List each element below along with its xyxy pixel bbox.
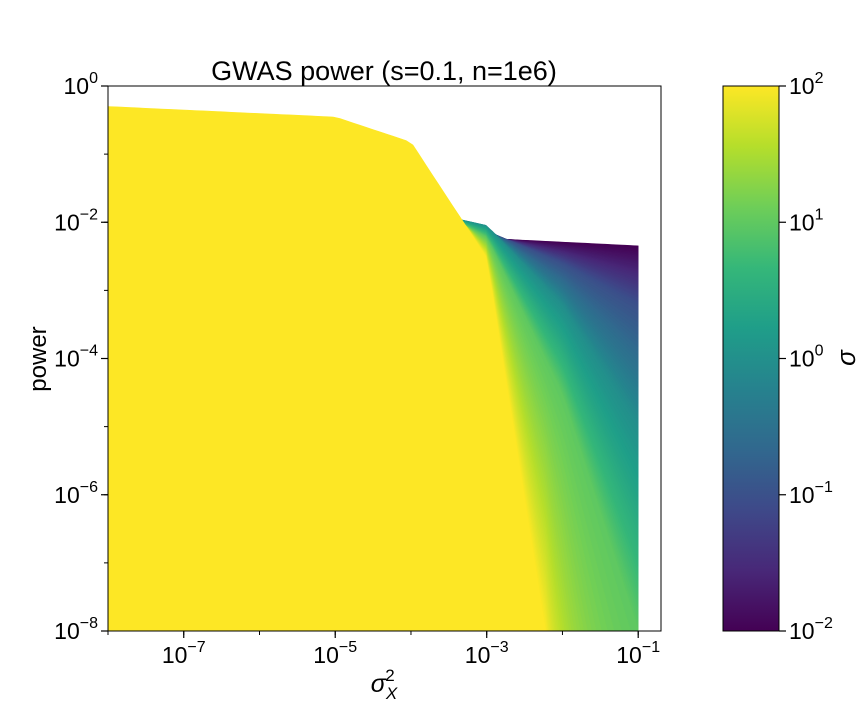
tick-label-exponent: −2 (80, 206, 98, 223)
tick-label: 10−3 (465, 639, 509, 668)
tick-label-base: 10 (313, 642, 339, 668)
tick-label: 101 (789, 206, 824, 235)
tick-label-exponent: −1 (642, 639, 660, 656)
tick-label: 10−2 (789, 615, 833, 644)
chart-title: GWAS power (s=0.1, n=1e6) (211, 56, 557, 86)
tick-label-exponent: −3 (490, 639, 508, 656)
tick-label-exponent: 1 (815, 206, 824, 223)
tick-label-base: 10 (789, 618, 815, 644)
y-axis-label: power (25, 326, 52, 391)
tick-label: 10−6 (54, 479, 98, 508)
svg-text:σX2: σX2 (371, 666, 398, 703)
tick-label-exponent: −1 (815, 479, 833, 496)
tick-label-base: 10 (54, 346, 80, 372)
tick-label-exponent: −5 (339, 639, 357, 656)
power-curves (108, 106, 639, 631)
tick-label: 100 (64, 70, 99, 99)
power-curve (108, 106, 546, 631)
tick-label-exponent: −2 (815, 615, 833, 632)
tick-label-exponent: −8 (80, 615, 98, 632)
tick-label-exponent: 2 (815, 70, 824, 87)
tick-label: 100 (789, 343, 824, 372)
tick-label-exponent: 0 (815, 343, 824, 360)
x-axis: 10−7 10−5 10−3 10−1 (107, 631, 660, 668)
tick-label-base: 10 (54, 209, 80, 235)
tick-label-exponent: −7 (187, 639, 205, 656)
tick-label-exponent: 0 (89, 70, 98, 87)
tick-label: 102 (789, 70, 824, 99)
tick-label-base: 10 (789, 209, 815, 235)
tick-label-exponent: −6 (80, 479, 98, 496)
tick-label: 10−7 (162, 639, 206, 668)
tick-label-base: 10 (616, 642, 642, 668)
tick-label-base: 10 (465, 642, 491, 668)
x-axis-label-subscript: X (385, 684, 398, 703)
colorbar-gradient (722, 85, 780, 632)
tick-label-base: 10 (162, 642, 188, 668)
tick-label: 10−4 (54, 343, 98, 372)
tick-label-base: 10 (54, 618, 80, 644)
tick-label-base: 10 (789, 482, 815, 508)
tick-label-base: 10 (789, 346, 815, 372)
tick-label: 10−1 (789, 479, 833, 508)
tick-label: 10−8 (54, 615, 98, 644)
tick-label: 10−1 (616, 639, 660, 668)
x-axis-label-symbol: σ (371, 670, 387, 698)
tick-label-base: 10 (54, 482, 80, 508)
colorbar-label: σ (831, 349, 861, 366)
tick-label: 10−2 (54, 206, 98, 235)
tick-label-base: 10 (64, 73, 90, 99)
x-axis-label: σX2 (371, 666, 398, 703)
x-axis-label-superscript: 2 (385, 666, 394, 685)
tick-label: 10−5 (313, 639, 357, 668)
tick-label-exponent: −4 (80, 343, 98, 360)
tick-label-base: 10 (789, 73, 815, 99)
